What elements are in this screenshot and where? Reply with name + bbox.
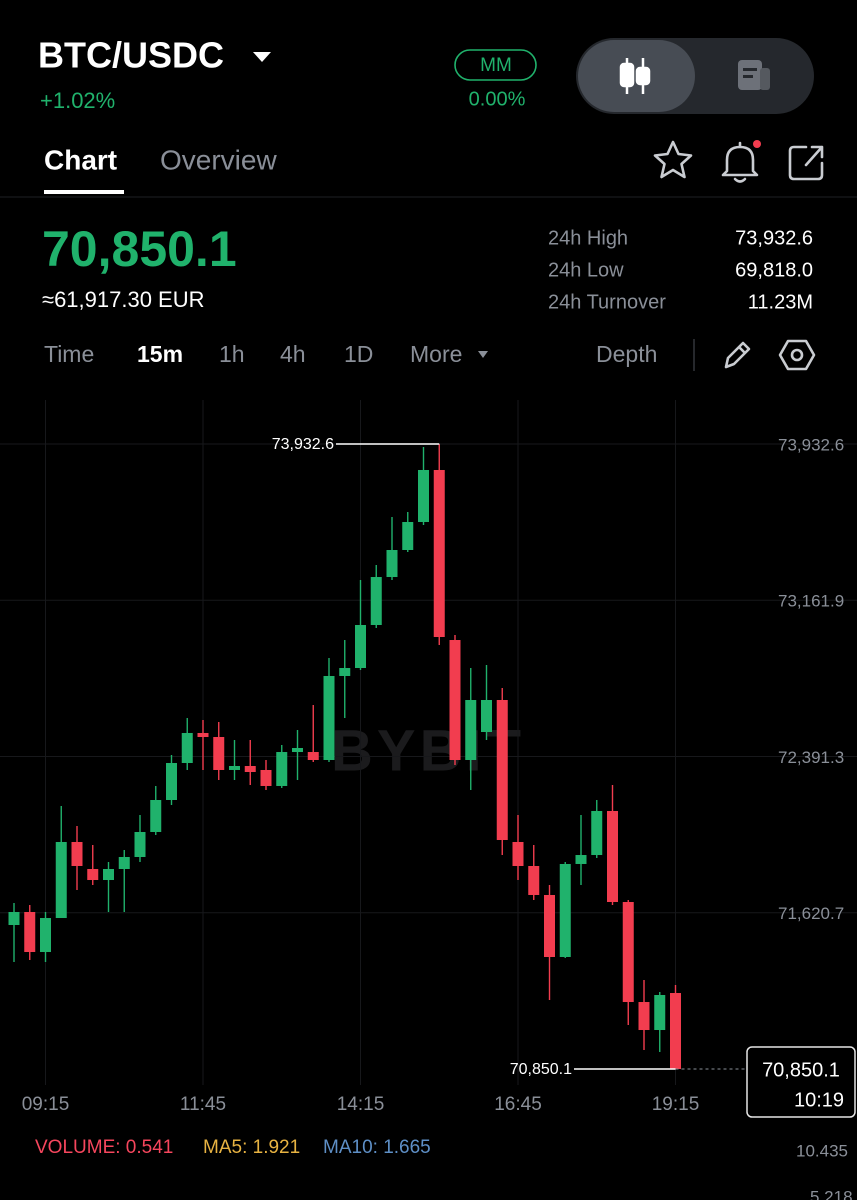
- candle-body: [402, 521, 414, 551]
- candle-body: [8, 912, 20, 926]
- stat-value: 11.23M: [748, 291, 813, 313]
- volume-legend: VOLUME: 0.541: [35, 1137, 173, 1158]
- candle-body: [528, 866, 540, 895]
- more-dropdown[interactable]: [478, 351, 488, 358]
- candle-body: [433, 469, 445, 638]
- depth-tab[interactable]: Depth: [596, 341, 657, 367]
- candle-body: [323, 675, 335, 760]
- x-tick-label: 14:15: [337, 1094, 385, 1115]
- candle-body: [307, 752, 319, 760]
- candle-body: [166, 762, 177, 801]
- volume-axis-label: 5.218: [810, 1187, 853, 1200]
- candle-body: [229, 765, 240, 770]
- candle-body: [386, 550, 398, 578]
- candle-body: [118, 856, 130, 870]
- candle-body: [213, 737, 225, 770]
- candle-body: [638, 1002, 650, 1031]
- candle-body: [71, 841, 83, 867]
- y-tick-label: 71,620.7: [778, 904, 844, 923]
- candle-body: [355, 625, 366, 669]
- x-tick-label: 19:15: [652, 1094, 700, 1115]
- candle-body: [418, 469, 429, 522]
- mm-badge[interactable]: [454, 49, 537, 81]
- y-tick-label: 73,932.6: [778, 435, 844, 454]
- candle-body: [512, 841, 524, 867]
- ma10-legend: MA10: 1.665: [323, 1137, 431, 1158]
- draw-icon[interactable]: [724, 341, 751, 369]
- candle-body: [591, 810, 603, 856]
- volume-axis-label: 10.435: [796, 1141, 848, 1160]
- candle-body: [244, 765, 256, 773]
- candle-body: [370, 577, 382, 626]
- mm-badge-label[interactable]: MM: [480, 55, 512, 76]
- candle-body: [276, 752, 288, 786]
- candle-body: [181, 732, 193, 763]
- last-price-box: [746, 1046, 856, 1118]
- candle-body: [465, 700, 477, 760]
- pair-name[interactable]: BTC/USDC: [38, 35, 224, 76]
- interval-tab[interactable]: More: [410, 341, 462, 367]
- candle-icon: [619, 58, 651, 94]
- favorite-icon[interactable]: [653, 140, 693, 179]
- candle-body: [40, 918, 51, 953]
- candle-body: [197, 732, 209, 738]
- tab-chart[interactable]: Chart: [44, 144, 117, 175]
- pair-change: +1.02%: [40, 88, 115, 113]
- tab-overview[interactable]: Overview: [160, 144, 277, 175]
- x-tick-label: 16:45: [494, 1094, 542, 1115]
- candle-body: [55, 841, 67, 919]
- interval-tab[interactable]: 4h: [280, 341, 306, 367]
- settings-icon[interactable]: [778, 339, 816, 371]
- ma5-legend: MA5: 1.921: [203, 1137, 300, 1158]
- candle-body: [654, 994, 666, 1031]
- interval-tab[interactable]: Time: [44, 341, 94, 367]
- min-marker-label: 70,850.1: [510, 1061, 572, 1078]
- candle-body: [496, 700, 508, 841]
- candle-body: [559, 863, 571, 957]
- candle-body: [150, 800, 162, 832]
- candle-body: [87, 869, 99, 881]
- candle-body: [134, 831, 146, 857]
- y-tick-label: 73,161.9: [778, 592, 844, 611]
- candle-body: [449, 640, 461, 760]
- stat-label: 24h Turnover: [548, 291, 666, 313]
- stat-label: 24h Low: [548, 259, 624, 281]
- interval-tab[interactable]: 1h: [219, 341, 245, 367]
- candle-body: [544, 894, 555, 957]
- share-icon[interactable]: [788, 145, 824, 181]
- candle-body: [292, 747, 303, 753]
- interval-tab[interactable]: 1D: [344, 341, 373, 367]
- candle-body: [575, 855, 587, 864]
- candle-body: [260, 769, 272, 786]
- candle-body: [103, 869, 114, 881]
- last-price: 70,850.1: [42, 221, 237, 277]
- candle-body: [622, 902, 634, 1003]
- candle-body: [481, 700, 492, 732]
- candle-body: [339, 668, 351, 676]
- alert-icon[interactable]: [721, 140, 761, 183]
- x-tick-label: 09:15: [22, 1094, 70, 1115]
- pair-dropdown[interactable]: [253, 52, 271, 62]
- mm-value: 0.00%: [469, 88, 526, 110]
- candlestick-chart: BYBIT73,932.673,161.972,391.371,620.709:…: [0, 400, 857, 1118]
- y-tick-label: 72,391.3: [778, 748, 844, 767]
- x-tick-label: 11:45: [180, 1094, 226, 1115]
- info-icon: [738, 60, 770, 90]
- candle-body: [607, 810, 618, 903]
- candle-body: [24, 912, 36, 953]
- candle-body: [670, 993, 681, 1070]
- stat-label: 24h High: [548, 227, 628, 249]
- tab-underline: [44, 190, 124, 194]
- stat-value: 73,932.6: [735, 227, 813, 249]
- last-price-label: 70,850.1: [762, 1059, 840, 1081]
- converted-price: ≈61,917.30 EUR: [42, 287, 205, 312]
- countdown: 10:19: [794, 1089, 844, 1111]
- interval-tab[interactable]: 15m: [137, 341, 183, 367]
- stat-value: 69,818.0: [735, 259, 813, 281]
- max-marker-label: 73,932.6: [272, 436, 334, 453]
